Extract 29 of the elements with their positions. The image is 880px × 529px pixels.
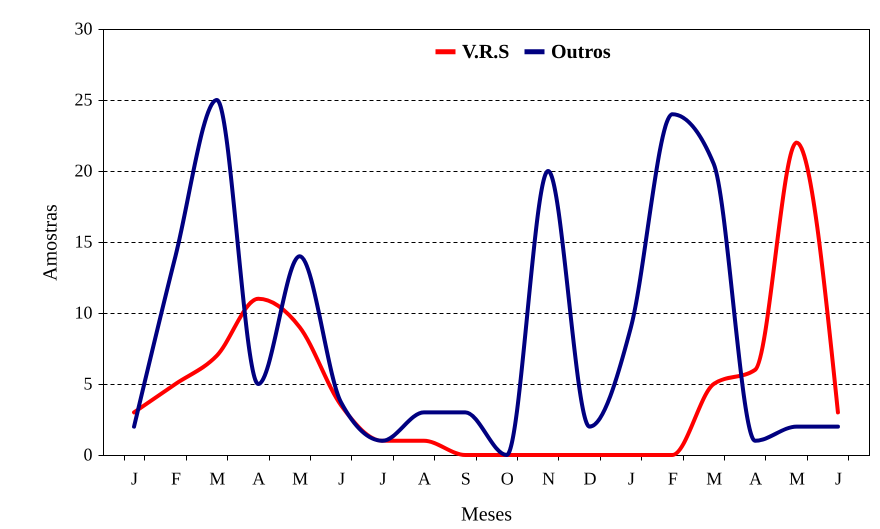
y-tick-label: 10 xyxy=(74,302,92,322)
x-tick-label: F xyxy=(170,468,181,488)
y-tick-label: 15 xyxy=(74,232,92,252)
x-tick-label: A xyxy=(749,468,762,488)
y-tick-label: 20 xyxy=(74,160,92,180)
x-tick-label: J xyxy=(834,468,842,488)
x-tick-label: O xyxy=(500,468,514,488)
y-axis-title: Amostras xyxy=(40,204,62,281)
x-tick-label: F xyxy=(668,468,678,488)
x-tick-label: S xyxy=(460,468,471,488)
x-tick-label: M xyxy=(706,468,722,488)
x-tick-label: J xyxy=(379,468,386,488)
x-tick-label: J xyxy=(338,468,346,488)
y-tick-label: 25 xyxy=(74,90,92,110)
x-axis-title: Meses xyxy=(460,504,512,526)
legend-label: Outros xyxy=(551,40,611,63)
x-tick-label: A xyxy=(418,468,431,488)
x-tick-label: A xyxy=(252,468,266,488)
x-tick-label: M xyxy=(292,468,308,488)
y-tick-label: 30 xyxy=(74,18,92,38)
x-tick-label: J xyxy=(628,468,635,488)
x-tick-label: D xyxy=(584,468,597,488)
legend-label: V.R.S xyxy=(462,40,510,63)
x-tick-label: N xyxy=(542,468,556,488)
x-tick-label: J xyxy=(131,468,138,488)
y-tick-label: 5 xyxy=(84,374,92,394)
x-tick-label: M xyxy=(789,468,806,488)
x-tick-label: M xyxy=(209,468,226,488)
y-tick-label: 0 xyxy=(84,444,92,464)
